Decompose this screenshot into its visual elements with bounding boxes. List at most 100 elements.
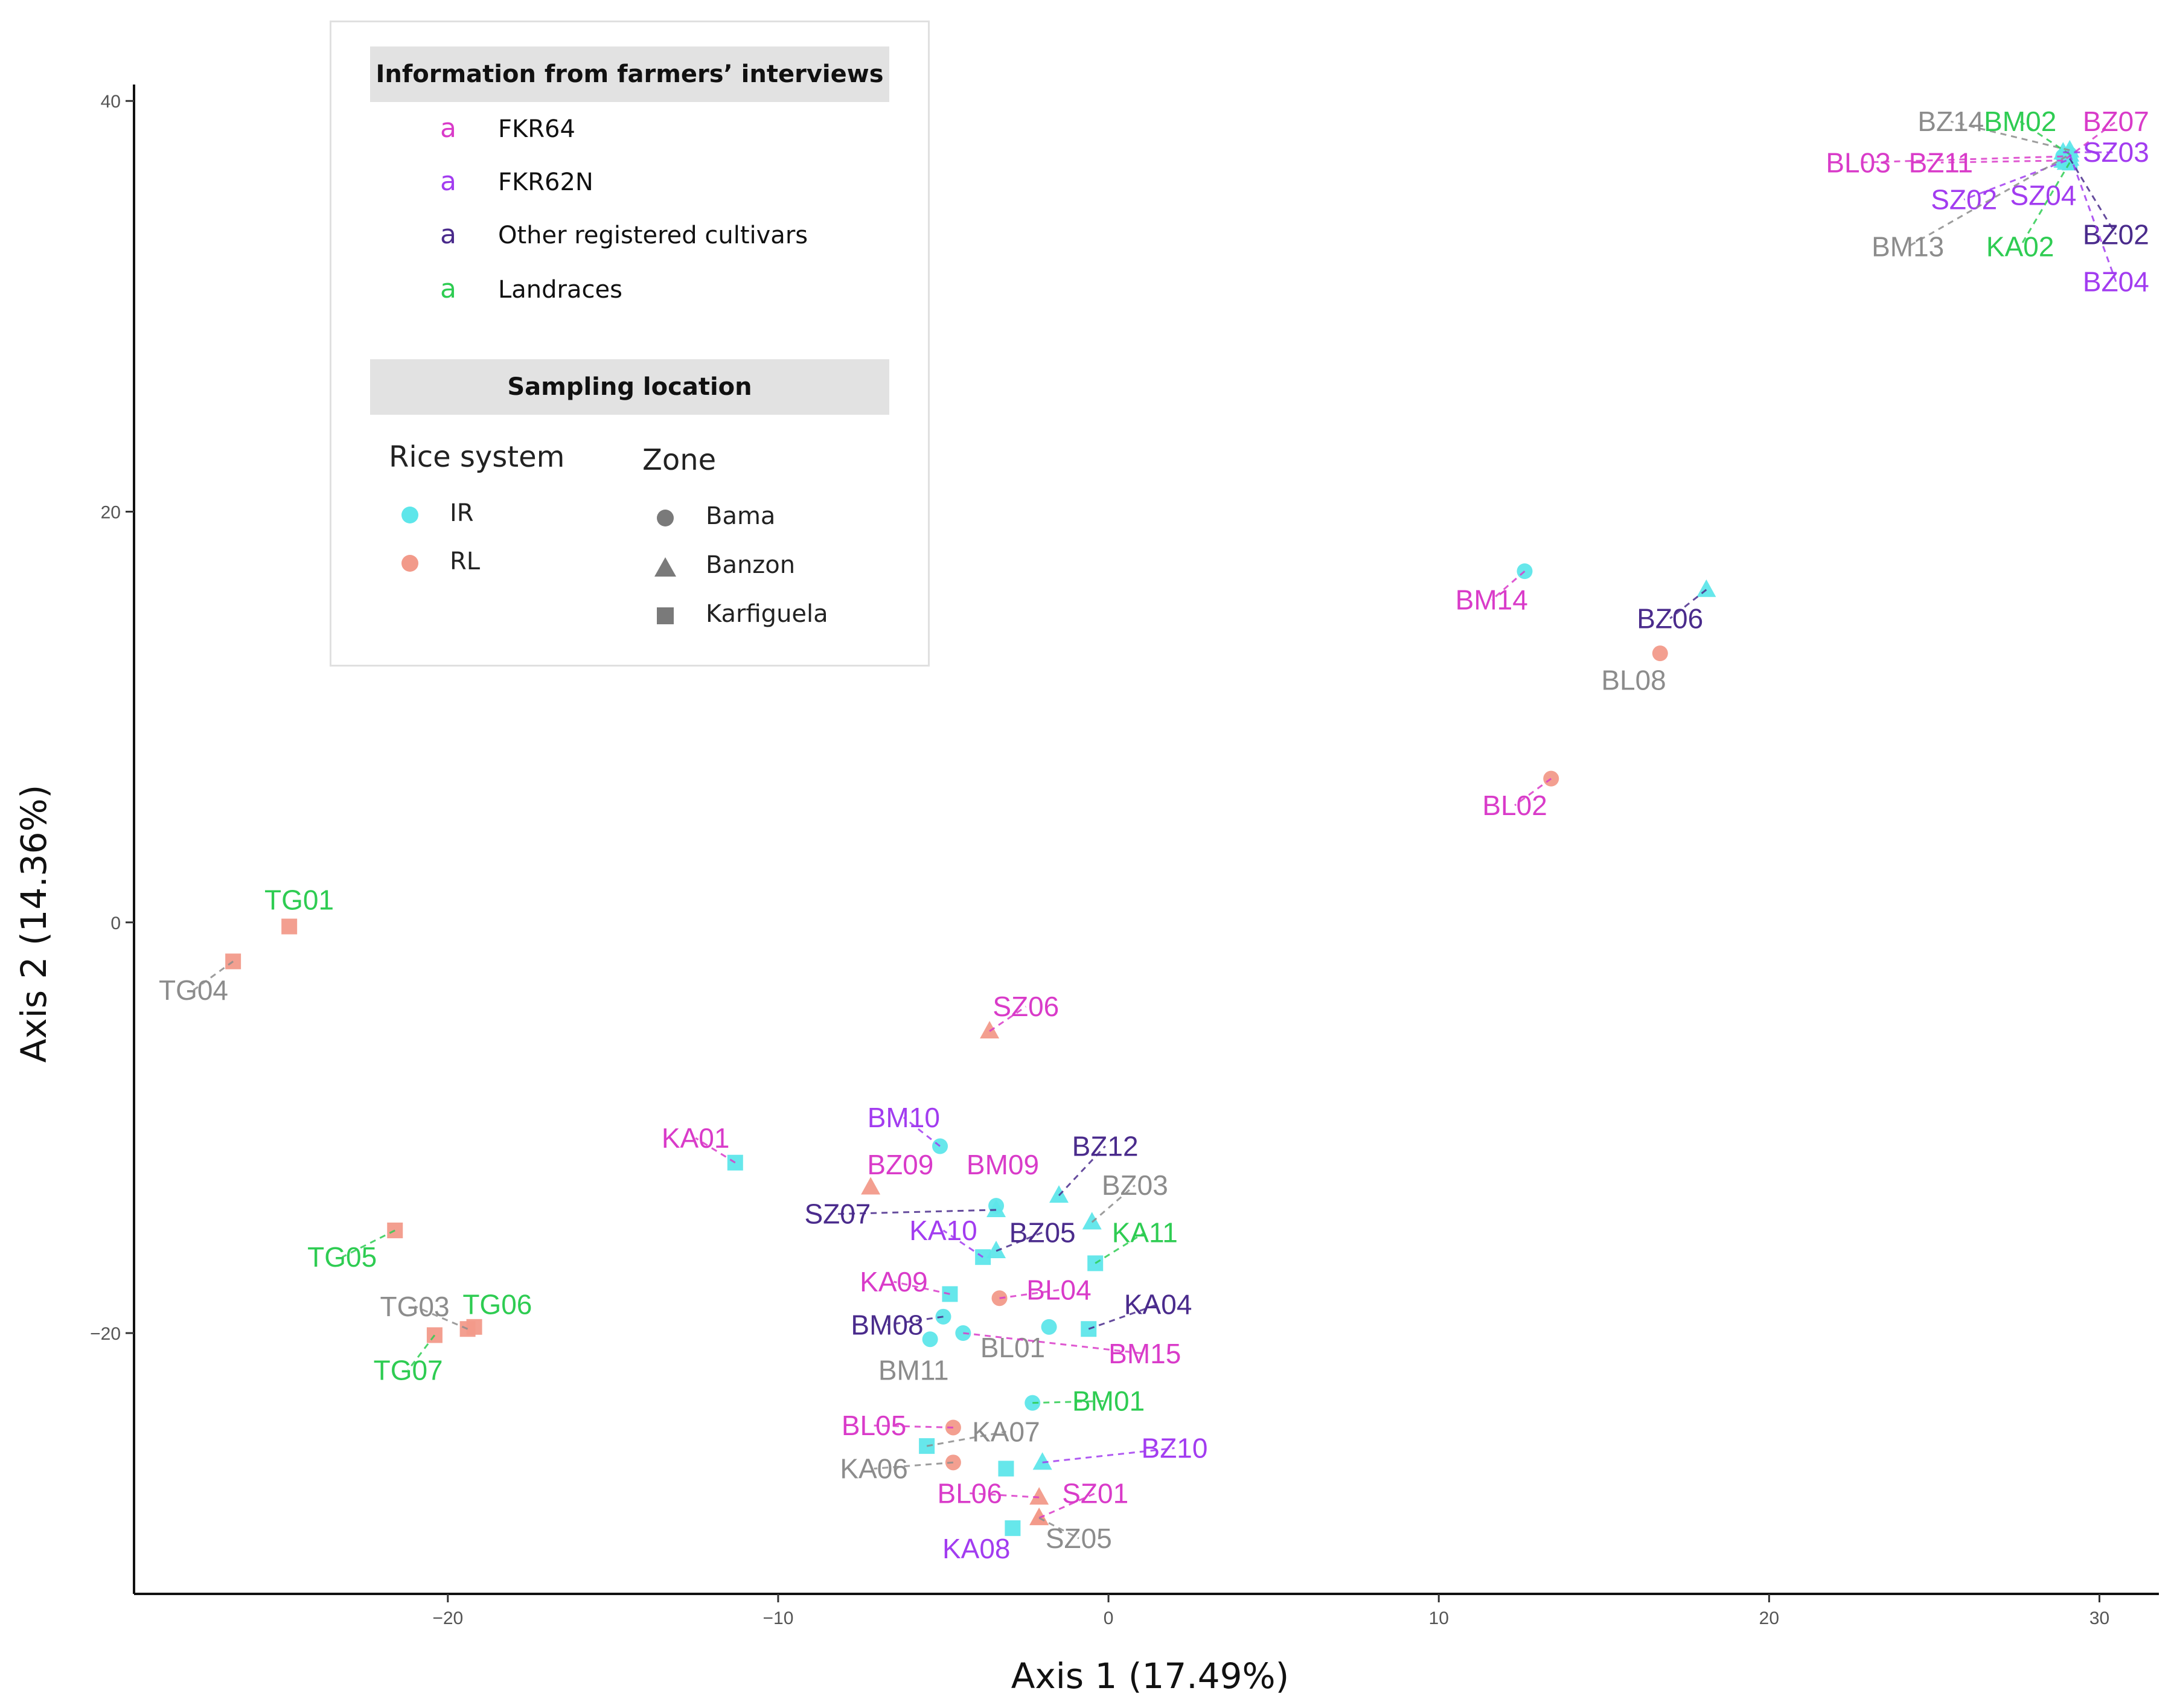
label-leader-sz02	[1963, 159, 2067, 200]
label-bz04: BZ04	[2083, 266, 2149, 298]
point-bz10	[1032, 1452, 1052, 1470]
label-tg04: TG04	[159, 974, 228, 1006]
label-leader-bz14	[1950, 120, 2070, 152]
label-leader-tg03	[414, 1305, 468, 1330]
legend-label: FKR64	[498, 115, 575, 143]
point-tg06	[466, 1319, 482, 1335]
label-leader-ka02	[2019, 162, 2071, 248]
label-leader-bz02	[2068, 158, 2117, 235]
label-bm10: BM10	[868, 1102, 940, 1133]
label-bl06: BL06	[938, 1477, 1002, 1509]
legend-item-landraces: a Landraces	[331, 273, 622, 304]
label-ka01: KA01	[662, 1122, 730, 1154]
legend-item-fkr62n: a FKR62N	[331, 166, 593, 197]
label-bl02: BL02	[1482, 790, 1547, 821]
point-ka05	[998, 1460, 1014, 1477]
y-tick-label: 0	[110, 913, 121, 933]
label-leader-bm15	[963, 1332, 1145, 1355]
label-bz06: BZ06	[1637, 603, 1703, 634]
label-bz14: BZ14	[1917, 106, 1984, 137]
label-leader-ka09	[893, 1281, 950, 1295]
legend-zone-title: Zone	[642, 443, 717, 477]
point-ka08	[1005, 1520, 1021, 1537]
label-ka07: KA07	[972, 1416, 1040, 1447]
label-leader-ka06	[874, 1461, 954, 1470]
point-tg01	[281, 918, 298, 935]
legend-item-other-cultivars: a Other registered cultivars	[331, 219, 808, 250]
y-tick-label: 40	[101, 92, 121, 112]
legend-item-fkr64: a FKR64	[331, 113, 575, 144]
point-bz12	[1049, 1185, 1069, 1203]
label-tg05: TG05	[307, 1241, 377, 1273]
axes	[126, 85, 2159, 1602]
label-leader-tg05	[342, 1229, 395, 1258]
point-bl06	[1029, 1487, 1049, 1505]
label-leader-bl02	[1514, 778, 1552, 807]
label-bl08: BL08	[1601, 664, 1666, 696]
legend-swatch: a	[440, 113, 456, 144]
label-bm14: BM14	[1456, 584, 1528, 616]
label-bm01: BM01	[1072, 1385, 1145, 1416]
label-leader-ka10	[942, 1229, 984, 1258]
label-ka08: KA08	[942, 1533, 1011, 1564]
label-leader-bz11	[1940, 159, 2064, 164]
label-leader-ka01	[695, 1137, 736, 1163]
legend-swatch: a	[440, 166, 456, 197]
label-leader-sz06	[989, 1005, 1027, 1032]
point-sz06	[980, 1021, 1000, 1039]
label-tg01: TG01	[264, 884, 334, 915]
triangle-icon	[654, 557, 676, 577]
circle-icon	[401, 555, 418, 572]
point-bz05	[986, 1240, 1006, 1258]
label-ka09: KA09	[860, 1266, 928, 1297]
x-tick-label: 30	[2089, 1608, 2109, 1628]
label-bz11: BZ11	[1909, 147, 1974, 178]
legend-sampling-title: Sampling location	[370, 359, 889, 415]
label-tg03: TG03	[380, 1291, 450, 1322]
label-leader-bz10	[1042, 1447, 1175, 1463]
legend-label: Banzon	[706, 551, 796, 579]
label-bm15: BM15	[1108, 1338, 1181, 1369]
legend-info-title: Information from farmers’ interviews	[370, 46, 889, 102]
label-sz01: SZ01	[1062, 1477, 1128, 1509]
label-bm13: BM13	[1872, 231, 1944, 263]
label-leader-bm14	[1491, 570, 1526, 601]
label-leader-tg07	[407, 1334, 436, 1371]
label-sz02: SZ02	[1931, 184, 1997, 215]
x-tick-label: −20	[432, 1608, 463, 1628]
label-leader-sz07	[837, 1209, 997, 1215]
label-bm02: BM02	[1984, 106, 2056, 137]
label-bz12: BZ12	[1072, 1131, 1139, 1162]
label-ka10: KA10	[909, 1215, 977, 1246]
label-leader-ka04	[1088, 1303, 1159, 1330]
label-leader-bm01	[1032, 1399, 1109, 1404]
label-bz10: BZ10	[1142, 1433, 1208, 1464]
label-leader-bm10	[903, 1116, 941, 1147]
label-sz07: SZ07	[804, 1198, 871, 1230]
label-bm09: BM09	[967, 1149, 1039, 1180]
label-bl05: BL05	[842, 1410, 906, 1441]
label-sz06: SZ06	[993, 991, 1059, 1022]
legend-swatch: a	[440, 219, 456, 250]
y-tick-label: 20	[101, 502, 121, 522]
point-bz09	[861, 1177, 881, 1195]
point-bz03	[1082, 1212, 1102, 1230]
x-tick-label: 0	[1104, 1608, 1114, 1628]
legend-label: FKR62N	[498, 168, 593, 196]
label-tg06: TG06	[462, 1288, 532, 1320]
label-leader-bz04	[2068, 154, 2117, 283]
circle-icon	[657, 510, 674, 526]
label-ka06: KA06	[840, 1453, 908, 1485]
label-leader-sz05	[1038, 1517, 1079, 1540]
label-sz04: SZ04	[2010, 180, 2077, 211]
square-icon	[657, 607, 674, 624]
label-leader-ka11	[1095, 1232, 1146, 1264]
label-bl04: BL04	[1026, 1275, 1091, 1306]
label-leader-bz12	[1058, 1145, 1106, 1197]
label-bz07: BZ07	[2083, 106, 2149, 137]
label-leader-bm08	[887, 1316, 944, 1326]
label-tg07: TG07	[374, 1354, 443, 1386]
legend-label: IR	[450, 499, 474, 527]
